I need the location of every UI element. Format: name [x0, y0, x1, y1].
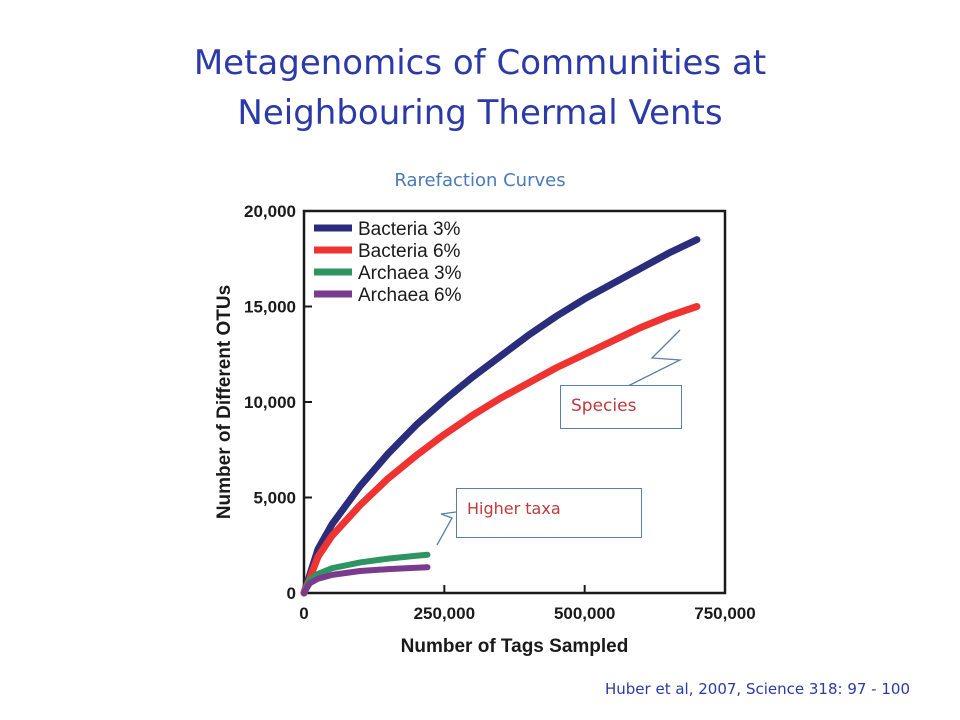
citation: Huber et al, 2007, Science 318: 97 - 100	[605, 680, 910, 698]
slide-title: Metagenomics of Communities at Neighbour…	[0, 38, 960, 138]
y-tick-label: 15,000	[244, 298, 296, 317]
legend-label-1: Bacteria 3%	[358, 219, 461, 240]
series-line-2	[300, 303, 701, 597]
series-line-1	[300, 236, 701, 597]
species-callout-pointer	[627, 329, 683, 387]
higher-taxa-callout-pointer	[436, 511, 457, 546]
legend-label-3: Archaea 3%	[358, 263, 462, 284]
series-line-4	[301, 564, 431, 596]
y-tick-label: 0	[287, 584, 296, 603]
x-tick-label: 0	[299, 604, 308, 623]
x-axis-label: Number of Tags Sampled	[401, 636, 629, 657]
series-line-3	[301, 551, 431, 596]
y-tick-label: 10,000	[244, 393, 296, 412]
higher-taxa-callout-label: Higher taxa	[467, 499, 561, 518]
species-callout-label: Species	[571, 396, 637, 416]
legend-label-2: Bacteria 6%	[358, 241, 461, 262]
chart-subtitle: Rarefaction Curves	[394, 170, 566, 191]
slide-title-line1: Metagenomics of Communities at	[193, 43, 767, 83]
species-callout: Species	[560, 385, 682, 429]
higher-taxa-callout: Higher taxa	[456, 488, 642, 538]
x-tick-label: 750,000	[694, 604, 755, 623]
y-axis-label: Number of Different OTUs	[214, 285, 235, 519]
x-tick-label: 500,000	[554, 604, 615, 623]
x-tick-label: 250,000	[414, 604, 475, 623]
slide-title-line2: Neighbouring Thermal Vents	[237, 93, 723, 133]
y-tick-label: 5,000	[253, 489, 296, 508]
legend-label-4: Archaea 6%	[358, 285, 462, 306]
y-tick-label: 20,000	[244, 202, 296, 221]
